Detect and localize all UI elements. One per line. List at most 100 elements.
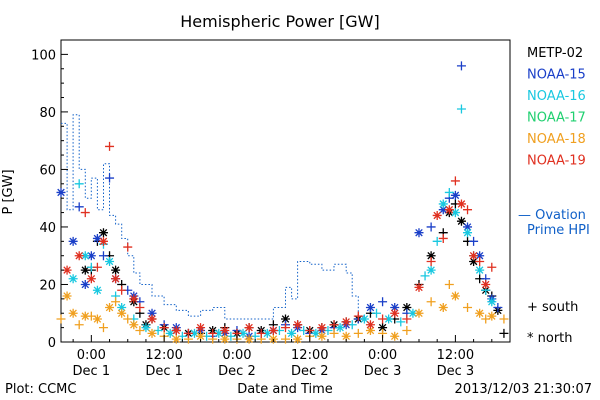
x-tick-time-label: 0:00	[77, 348, 106, 363]
data-point-north	[450, 291, 460, 301]
data-point-south	[281, 334, 290, 344]
data-point-north	[80, 311, 90, 321]
data-point-north	[293, 320, 303, 330]
marker-legend-south: + south	[527, 300, 578, 315]
data-point-south	[396, 317, 406, 327]
data-point-south	[372, 308, 382, 318]
data-point-north	[262, 328, 272, 338]
data-point-south	[475, 256, 485, 266]
ovation-legend-line-1: — Ovation	[518, 208, 586, 223]
data-point-north	[105, 256, 115, 266]
data-point-south	[444, 187, 454, 197]
series-noaa-19	[62, 141, 497, 338]
y-tick-label: 0	[48, 336, 56, 351]
x-tick-date-label: Dec 2	[291, 364, 329, 379]
data-point-north	[62, 265, 72, 275]
data-point-south	[353, 328, 363, 338]
data-point-south	[426, 256, 436, 266]
data-point-south	[402, 325, 412, 335]
data-point-north	[80, 279, 90, 289]
data-point-north	[341, 331, 351, 341]
y-tick-label: 20	[39, 278, 56, 293]
data-point-south	[92, 262, 102, 272]
data-point-north	[463, 222, 473, 232]
data-point-south	[183, 328, 193, 338]
x-tick-time-label: 12:00	[437, 348, 474, 363]
data-point-south	[450, 176, 460, 186]
data-point-north	[378, 323, 388, 333]
data-point-north	[68, 274, 78, 284]
data-point-north	[117, 308, 127, 318]
legend-entry: NOAA-16	[527, 89, 586, 104]
data-point-south	[499, 328, 509, 338]
data-point-north	[438, 199, 448, 209]
data-point-south	[426, 222, 436, 232]
data-point-north	[105, 302, 115, 312]
ovation-hpi-line	[61, 114, 365, 320]
data-point-north	[74, 251, 84, 261]
data-point-north	[402, 302, 412, 312]
data-point-north	[147, 308, 157, 318]
marker-legend-north: * north	[527, 331, 573, 346]
data-point-south	[444, 279, 454, 289]
series-noaa-18	[56, 279, 509, 344]
data-point-south	[98, 251, 108, 261]
data-point-north	[359, 314, 369, 324]
data-point-north	[111, 274, 121, 284]
data-point-south	[329, 328, 339, 338]
data-point-south	[456, 104, 466, 114]
data-point-north	[450, 190, 460, 200]
data-point-north	[196, 323, 206, 333]
data-point-north	[80, 265, 90, 275]
data-point-north	[68, 308, 78, 318]
data-point-north	[287, 328, 297, 338]
data-point-north	[171, 334, 181, 344]
data-point-north	[165, 328, 175, 338]
data-point-south	[378, 314, 388, 324]
data-point-south	[469, 236, 479, 246]
data-point-south	[111, 297, 121, 307]
y-axis: 0 20 40 60 80 100	[31, 48, 68, 351]
series-metp-02	[80, 199, 509, 338]
data-point-north	[244, 323, 254, 333]
data-point-north	[335, 323, 345, 333]
data-point-north	[86, 274, 96, 284]
data-point-north	[86, 251, 96, 261]
data-point-north	[268, 325, 278, 335]
data-point-north	[414, 308, 424, 318]
data-point-north	[68, 236, 78, 246]
series-noaa-16	[68, 104, 497, 341]
data-point-north	[80, 251, 90, 261]
data-point-north	[481, 279, 491, 289]
data-point-south	[135, 325, 145, 335]
chart-title: Hemispheric Power [GW]	[180, 12, 379, 31]
data-point-north	[463, 228, 473, 238]
data-point-south	[493, 302, 503, 312]
data-point-north	[475, 308, 485, 318]
data-point-north	[317, 331, 327, 341]
data-point-north	[365, 320, 375, 330]
data-point-north	[147, 328, 157, 338]
data-point-south	[378, 297, 388, 307]
footer-timestamp: 2013/12/03 21:30:07	[455, 382, 592, 397]
data-point-south	[487, 262, 497, 272]
y-axis-label: P [GW]	[1, 169, 16, 214]
data-point-north	[469, 251, 479, 261]
data-point-south	[98, 323, 108, 333]
data-point-south	[305, 325, 315, 335]
data-point-north	[129, 320, 139, 330]
data-point-north	[450, 208, 460, 218]
data-point-south	[438, 233, 448, 243]
data-point-south	[256, 328, 266, 338]
data-point-north	[438, 302, 448, 312]
footer-plot-credit: Plot: CCMC	[5, 382, 76, 397]
x-tick-time-label: 0:00	[222, 348, 251, 363]
data-point-north	[487, 311, 497, 321]
data-point-north	[487, 297, 497, 307]
y-tick-label: 80	[39, 106, 56, 121]
data-point-south	[402, 314, 412, 324]
data-point-north	[293, 334, 303, 344]
data-point-north	[281, 314, 290, 324]
data-point-north	[238, 328, 248, 338]
data-point-north	[147, 314, 157, 324]
